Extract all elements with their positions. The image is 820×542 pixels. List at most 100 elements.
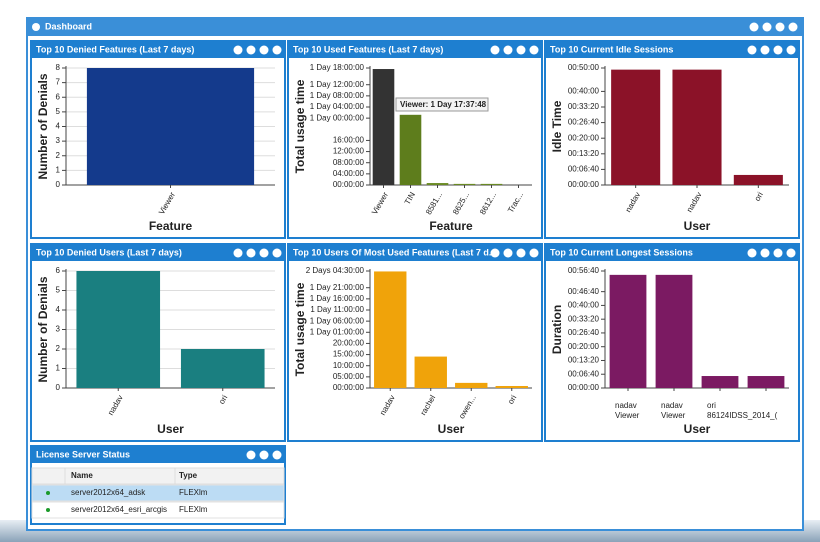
panel-control[interactable] (760, 45, 770, 55)
y-tick-label: 1 Day 04:00:00 (310, 102, 365, 111)
column-header: Type (179, 471, 198, 480)
y-tick-label: 2 (56, 344, 61, 353)
window-header (27, 18, 803, 36)
panel-control[interactable] (272, 248, 282, 258)
panel-control[interactable] (516, 45, 526, 55)
x-tick-label: ori (753, 190, 765, 202)
x-tick-label: ori (506, 393, 518, 405)
panel-control[interactable] (246, 450, 256, 460)
bar (701, 376, 739, 388)
y-tick-label: 5 (56, 107, 61, 116)
window-controls[interactable] (749, 22, 798, 32)
y-tick-label: 00:26:40 (568, 328, 600, 337)
y-tick-label: 1 Day 01:00:00 (310, 327, 365, 336)
y-tick-label: 00:33:20 (568, 314, 600, 323)
panel-control[interactable] (272, 450, 282, 460)
panel-control[interactable] (773, 45, 783, 55)
panel-header (31, 244, 285, 261)
bar (86, 68, 255, 185)
y-tick-label: 00:00:00 (333, 383, 365, 392)
y-tick-label: 1 (56, 165, 61, 174)
panel-control[interactable] (272, 45, 282, 55)
panel-control[interactable] (786, 248, 796, 258)
panel-title: Top 10 Current Longest Sessions (550, 247, 693, 257)
x-axis-label: User (157, 422, 184, 436)
status-dot (46, 508, 50, 512)
y-tick-label: 00:13:20 (568, 149, 600, 158)
bar (733, 174, 783, 185)
panel-control[interactable] (490, 248, 500, 258)
y-tick-label: 20:00:00 (333, 339, 365, 348)
table-row[interactable] (31, 484, 285, 502)
y-tick-label: 1 Day 16:00:00 (310, 294, 365, 303)
x-tick-label: nadav (615, 401, 637, 410)
table-cell: server2012x64_esri_arcgis (71, 505, 167, 514)
panel-control[interactable] (246, 45, 256, 55)
panel-control[interactable] (246, 248, 256, 258)
panel-control[interactable] (529, 45, 539, 55)
x-axis-label: User (684, 219, 711, 233)
panel-control[interactable] (503, 248, 513, 258)
bar (455, 382, 488, 388)
status-dot (46, 491, 50, 495)
x-axis-label: User (438, 422, 465, 436)
y-tick-label: 5 (56, 286, 61, 295)
y-tick-label: 2 Days 04:30:00 (306, 266, 365, 275)
panel-control[interactable] (760, 248, 770, 258)
panel-control[interactable] (490, 45, 500, 55)
y-tick-label: 0 (56, 180, 61, 189)
panel-control[interactable] (529, 248, 539, 258)
window-title: Dashboard (45, 21, 92, 31)
y-tick-label: 7 (56, 78, 61, 87)
window-icon (32, 23, 40, 31)
y-tick-label: 8 (56, 63, 61, 72)
bar (672, 69, 722, 185)
panel-control[interactable] (259, 248, 269, 258)
bar (180, 349, 265, 388)
y-tick-label: 00:13:20 (568, 356, 600, 365)
x-tick-sublabel: Viewer (661, 411, 686, 420)
x-tick-label: nadav (661, 401, 683, 410)
bar (76, 271, 161, 388)
y-tick-label: 16:00:00 (333, 136, 365, 145)
y-tick-label: 1 Day 08:00:00 (310, 91, 365, 100)
panel-control[interactable] (503, 45, 513, 55)
panel-title: Top 10 Used Features (Last 7 days) (293, 44, 443, 54)
bar (453, 183, 476, 185)
bar (609, 274, 647, 388)
panel (544, 40, 800, 239)
panel-header (288, 244, 542, 261)
bar (747, 376, 785, 388)
panel-header (545, 244, 799, 261)
panel-title: License Server Status (36, 449, 130, 459)
bar (655, 274, 693, 388)
panel-control[interactable] (233, 248, 243, 258)
panel-control[interactable] (516, 248, 526, 258)
y-axis-label: Total usage time (293, 282, 307, 376)
table-row[interactable] (31, 501, 285, 519)
panel-control[interactable] (747, 248, 757, 258)
table-header (31, 467, 285, 485)
panel-control[interactable] (259, 450, 269, 460)
panel-control[interactable] (773, 248, 783, 258)
panel-control[interactable] (747, 45, 757, 55)
x-tick-sublabel: Viewer (615, 411, 640, 420)
y-tick-label: 08:00:00 (333, 158, 365, 167)
panel-header (31, 446, 285, 463)
y-tick-label: 2 (56, 151, 61, 160)
y-tick-label: 00:06:40 (568, 165, 600, 174)
panel-control[interactable] (233, 45, 243, 55)
panel (287, 243, 543, 442)
x-tick-sublabel: 86124IDSS_2014_( (707, 411, 778, 420)
y-tick-label: 00:40:00 (568, 301, 600, 310)
y-tick-label: 3 (56, 136, 61, 145)
y-tick-label: 6 (56, 92, 61, 101)
x-axis-label: User (684, 422, 711, 436)
panel-control[interactable] (259, 45, 269, 55)
panel-control[interactable] (786, 45, 796, 55)
y-tick-label: 15:00:00 (333, 350, 365, 359)
panel-title: Top 10 Denied Users (Last 7 days) (36, 247, 182, 257)
table-cell: server2012x64_adsk (71, 488, 146, 497)
x-axis-label: Feature (149, 219, 193, 233)
